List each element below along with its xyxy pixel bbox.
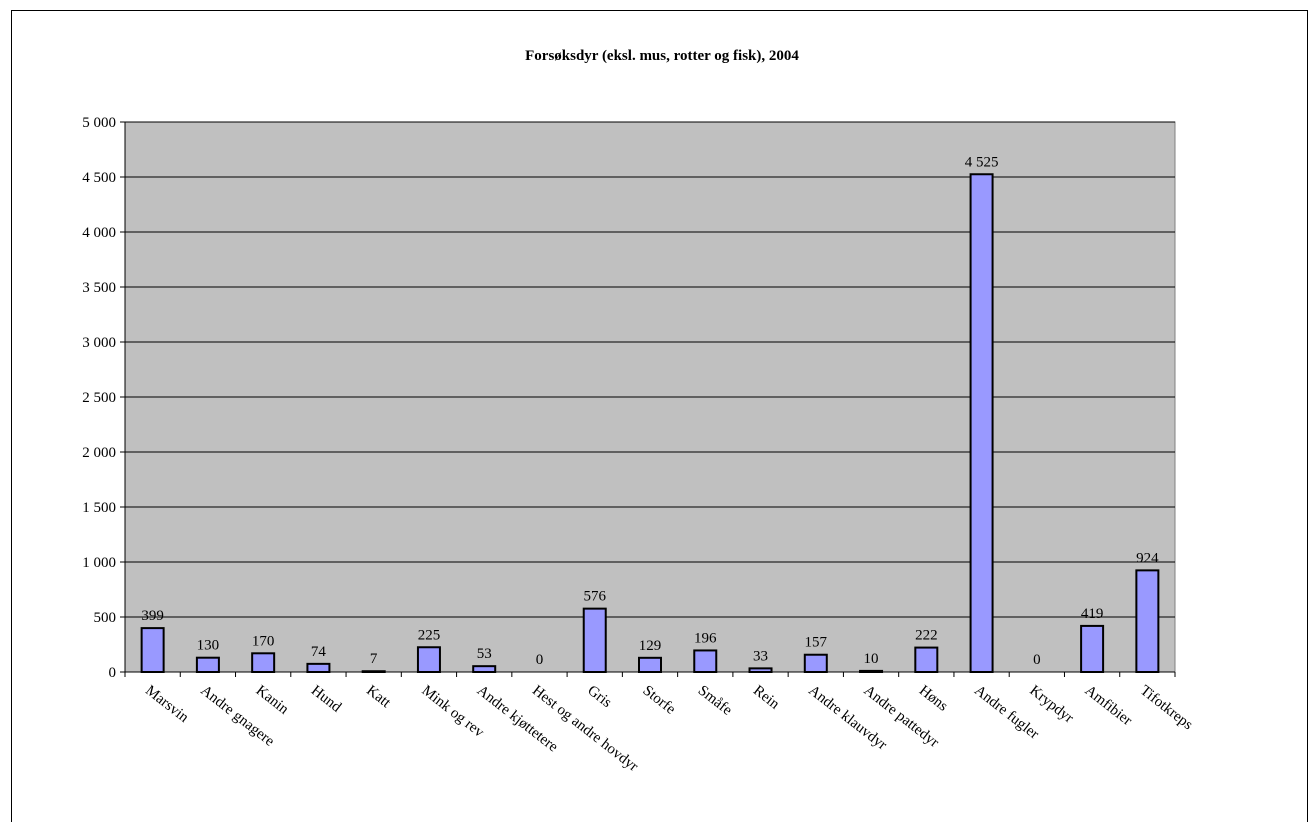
x-tick-label: Hest og andre hovdyr — [529, 683, 641, 775]
bar — [638, 656, 662, 673]
bar — [914, 646, 939, 674]
grid-lines — [125, 121, 1175, 618]
x-tick-label: Kanin — [253, 683, 292, 718]
x-tick-label: Hund — [308, 683, 345, 716]
data-labels: 399 130 170 74 7 225 53 0 576 129 196 33 157 10 222 4 5… — [141, 154, 1159, 668]
x-tick-label: Småfe — [695, 683, 735, 719]
bar — [748, 667, 773, 673]
data-label: 0 — [536, 652, 544, 668]
data-label: 196 — [694, 630, 717, 646]
bar — [140, 627, 165, 673]
data-label: 170 — [252, 633, 275, 649]
data-label: 225 — [418, 627, 441, 643]
x-tick-label: Storfe — [640, 683, 679, 718]
data-label: 399 — [141, 608, 164, 624]
y-tick-label: 3 500 — [82, 280, 116, 296]
y-tick-label: 2 000 — [82, 445, 116, 461]
data-label: 419 — [1081, 606, 1104, 622]
y-axis: 0 500 1 000 1 500 2 000 2 500 3 000 3 500 4 000 4… — [82, 115, 126, 681]
x-tick-label: Tifotkreps — [1137, 683, 1196, 734]
x-tick-label: Krypdyr — [1026, 683, 1076, 727]
data-label: 4 525 — [965, 154, 999, 170]
bar — [693, 649, 718, 674]
bar — [1080, 624, 1105, 673]
x-tick-label: Gris — [584, 683, 614, 712]
x-tick-label: Amfibier — [1082, 683, 1135, 729]
data-label: 157 — [805, 635, 828, 651]
y-tick-label: 4 500 — [82, 170, 116, 186]
data-label: 7 — [370, 651, 378, 667]
data-label: 129 — [639, 638, 662, 654]
bar — [1135, 569, 1160, 673]
data-label: 576 — [583, 589, 606, 605]
data-label: 33 — [753, 648, 768, 664]
y-tick-label: 2 500 — [82, 390, 116, 406]
y-tick-label: 5 000 — [82, 115, 116, 131]
data-label: 222 — [915, 628, 938, 644]
data-label: 53 — [477, 646, 492, 662]
y-tick-label: 0 — [109, 665, 117, 681]
x-tick-label: Marsvin — [142, 683, 192, 727]
bar — [251, 652, 276, 673]
bar — [416, 646, 441, 673]
bar — [195, 656, 220, 674]
x-tick-label: Høns — [916, 683, 951, 715]
data-label: 130 — [197, 638, 220, 654]
bar — [472, 665, 497, 673]
x-tick-label: Katt — [363, 683, 394, 712]
bar — [803, 653, 828, 673]
data-label: 74 — [311, 644, 327, 660]
data-label: 10 — [864, 651, 879, 667]
y-tick-label: 1 000 — [82, 555, 116, 571]
data-label: 924 — [1136, 550, 1159, 566]
y-tick-label: 1 500 — [82, 500, 116, 516]
x-tick-label: Rein — [750, 683, 783, 713]
bar — [582, 607, 607, 674]
y-tick-label: 4 000 — [82, 225, 116, 241]
bar — [969, 173, 994, 673]
chart-title: Forsøksdyr (eksl. mus, rotter og fisk), … — [525, 48, 799, 64]
data-label: 0 — [1033, 652, 1041, 668]
y-tick-label: 3 000 — [82, 335, 116, 351]
y-tick-label: 500 — [94, 610, 117, 626]
bar — [306, 662, 331, 673]
